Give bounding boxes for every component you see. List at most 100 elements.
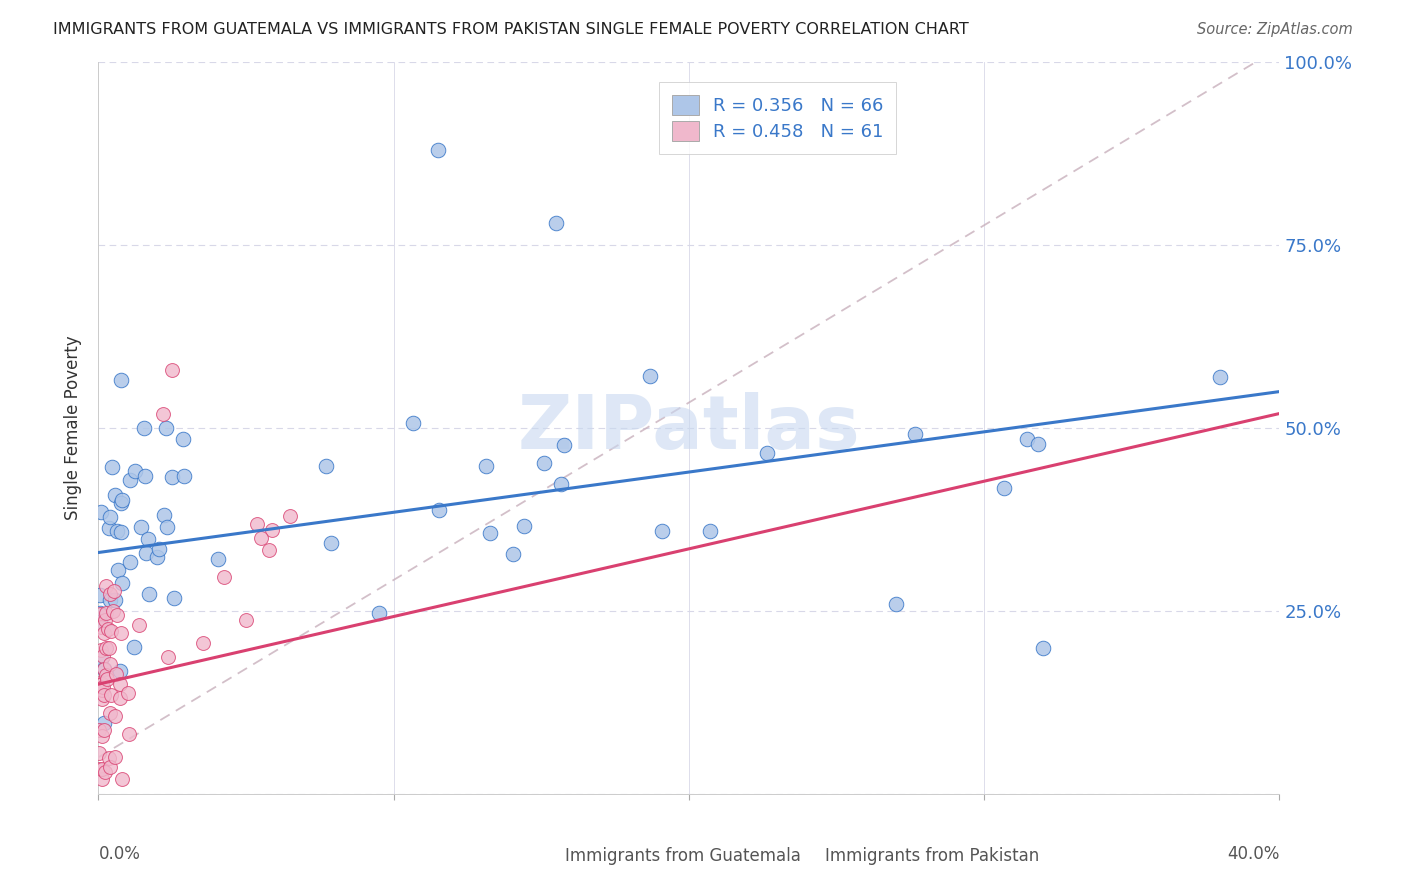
Point — [93, 662, 115, 676]
Point — [104, 749, 127, 764]
Point — [502, 547, 524, 561]
Point — [124, 640, 146, 654]
Point — [98, 657, 121, 672]
Point — [103, 709, 125, 723]
Point — [145, 550, 167, 565]
Point — [91, 772, 114, 787]
Point — [546, 216, 568, 230]
Point — [250, 531, 273, 545]
Point — [110, 373, 132, 387]
Point — [1032, 640, 1054, 655]
Point — [90, 643, 112, 657]
Point — [110, 524, 132, 539]
Point — [94, 641, 117, 656]
Point — [260, 523, 283, 537]
Point — [513, 518, 536, 533]
Point — [117, 685, 139, 699]
Point — [94, 667, 117, 681]
Point — [368, 606, 391, 620]
Point — [214, 569, 236, 583]
Point — [87, 723, 110, 737]
Point — [134, 421, 156, 435]
Point — [87, 746, 110, 760]
Point — [105, 608, 128, 623]
Point — [94, 613, 117, 627]
Point — [191, 636, 214, 650]
Text: Source: ZipAtlas.com: Source: ZipAtlas.com — [1197, 22, 1353, 37]
Point — [100, 624, 122, 639]
Point — [98, 509, 121, 524]
Point — [91, 648, 114, 663]
Point — [104, 667, 127, 681]
Point — [96, 673, 118, 687]
Point — [104, 593, 127, 607]
Point — [97, 521, 120, 535]
Point — [90, 677, 112, 691]
Point — [128, 618, 150, 632]
Point — [93, 716, 115, 731]
Point — [156, 519, 179, 533]
Point — [101, 460, 124, 475]
Y-axis label: Single Female Poverty: Single Female Poverty — [65, 336, 83, 520]
Point — [315, 459, 337, 474]
Point — [478, 525, 501, 540]
FancyBboxPatch shape — [506, 827, 551, 847]
Text: 40.0%: 40.0% — [1227, 845, 1279, 863]
Text: IMMIGRANTS FROM GUATEMALA VS IMMIGRANTS FROM PAKISTAN SINGLE FEMALE POVERTY CORR: IMMIGRANTS FROM GUATEMALA VS IMMIGRANTS … — [53, 22, 969, 37]
Point — [90, 691, 112, 706]
Point — [108, 665, 131, 679]
Point — [89, 588, 111, 602]
Point — [1017, 432, 1039, 446]
Point — [98, 592, 121, 607]
Point — [173, 468, 195, 483]
Text: Immigrants from Guatemala: Immigrants from Guatemala — [565, 847, 801, 864]
Point — [107, 563, 129, 577]
Point — [98, 587, 121, 601]
Point — [651, 524, 673, 539]
Point — [124, 464, 146, 478]
Point — [152, 407, 174, 421]
Point — [89, 606, 111, 620]
Point — [136, 532, 159, 546]
Point — [111, 492, 134, 507]
Point — [98, 640, 121, 655]
Point — [89, 607, 111, 622]
Point — [904, 427, 927, 442]
Point — [105, 524, 128, 538]
Point — [153, 508, 176, 523]
Point — [246, 516, 269, 531]
Point — [120, 555, 142, 569]
Point — [155, 421, 177, 435]
Point — [321, 536, 343, 550]
Point — [257, 543, 280, 558]
Point — [93, 688, 115, 702]
Point — [100, 689, 122, 703]
Point — [89, 762, 111, 776]
Point — [90, 505, 112, 519]
Text: ZIPatlas: ZIPatlas — [517, 392, 860, 465]
Point — [138, 587, 160, 601]
Point — [90, 652, 112, 666]
Point — [1026, 436, 1049, 450]
Point — [103, 584, 125, 599]
Text: 0.0%: 0.0% — [98, 845, 141, 863]
Point — [638, 368, 661, 383]
Point — [110, 625, 132, 640]
Point — [235, 613, 257, 627]
Point — [148, 541, 170, 556]
Point — [160, 470, 183, 484]
Point — [104, 488, 127, 502]
Point — [207, 552, 229, 566]
Point — [91, 762, 114, 776]
Point — [993, 481, 1015, 495]
Point — [110, 495, 132, 509]
Point — [98, 760, 121, 774]
Point — [93, 680, 115, 694]
Point — [156, 649, 179, 664]
Point — [93, 723, 115, 737]
Legend: R = 0.356   N = 66, R = 0.458   N = 61: R = 0.356 N = 66, R = 0.458 N = 61 — [659, 82, 896, 153]
Point — [402, 416, 425, 430]
Point — [118, 727, 141, 741]
Point — [553, 438, 575, 452]
Point — [97, 622, 120, 636]
